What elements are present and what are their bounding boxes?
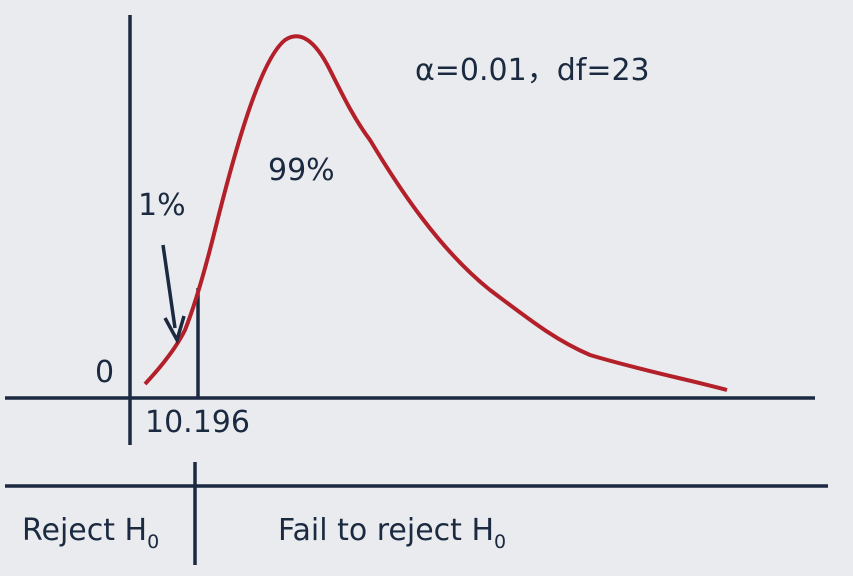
origin-label: 0	[95, 355, 114, 390]
critical-value-label: 10.196	[145, 405, 250, 440]
fail-text: Fail to reject H	[278, 513, 494, 548]
arrow-shaft	[161, 244, 177, 329]
rejection-label: 1%	[138, 188, 186, 223]
reject-label: Reject H0	[22, 513, 159, 553]
fail-to-reject-label: Fail to reject H0	[278, 513, 506, 553]
reject-text: Reject H	[22, 513, 147, 548]
fail-subscript: 0	[494, 531, 506, 553]
arrow-head	[163, 315, 186, 345]
annotation: α=0.01，df=23	[415, 53, 650, 88]
distribution-curve	[143, 34, 728, 392]
reject-subscript: 0	[147, 531, 159, 553]
acceptance-label: 99%	[268, 153, 335, 188]
